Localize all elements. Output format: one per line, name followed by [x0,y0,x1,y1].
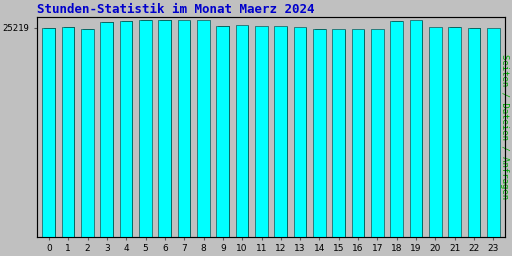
Bar [42,28,55,237]
Bar [47,29,54,237]
Bar [352,29,364,237]
Bar [293,27,306,237]
Bar [220,27,228,237]
Bar [44,28,55,237]
Bar [218,26,228,237]
Bar [390,21,403,237]
Bar [104,23,112,237]
Bar [295,28,306,237]
Bar [255,26,268,237]
Bar [313,29,326,237]
Bar [332,29,345,237]
Bar [158,20,171,237]
Bar [274,26,287,237]
Bar [297,28,305,237]
Bar [121,21,132,237]
Bar [216,26,229,237]
Bar [414,21,421,237]
Y-axis label: Seiten / Dateien / Anfragen: Seiten / Dateien / Anfragen [500,54,509,199]
Bar [433,28,440,237]
Bar [452,28,460,237]
Bar [356,30,363,237]
Bar [336,30,344,237]
Bar [450,27,460,237]
Bar [85,29,93,237]
Bar [394,22,402,237]
Bar [317,29,325,237]
Bar [487,28,500,237]
Bar [238,26,248,237]
Bar [197,20,209,237]
Bar [467,28,480,237]
Bar [334,30,345,237]
Bar [180,21,190,237]
Bar [141,20,151,237]
Bar [412,21,422,237]
Bar [276,27,287,237]
Bar [410,20,422,237]
Bar [63,27,74,237]
Bar [371,29,383,237]
Bar [66,28,73,237]
Bar [182,21,189,237]
Text: Stunden-Statistik im Monat Maerz 2024: Stunden-Statistik im Monat Maerz 2024 [37,3,315,16]
Bar [470,28,480,237]
Bar [102,23,113,237]
Bar [139,20,152,237]
Bar [160,20,170,237]
Bar [353,29,364,237]
Bar [392,21,402,237]
Bar [61,27,74,237]
Bar [143,21,151,237]
Bar [259,27,267,237]
Bar [236,25,248,237]
Bar [429,27,441,237]
Bar [491,29,499,237]
Bar [201,21,208,237]
Bar [431,28,441,237]
Bar [124,22,131,237]
Bar [489,29,499,237]
Bar [199,21,209,237]
Bar [100,22,113,237]
Bar [373,29,383,237]
Bar [279,27,286,237]
Bar [83,29,93,237]
Bar [81,29,94,237]
Bar [375,30,382,237]
Bar [120,21,132,237]
Bar [315,29,325,237]
Bar [162,21,170,237]
Bar [240,26,247,237]
Bar [178,20,190,237]
Bar [472,29,479,237]
Bar [448,27,461,237]
Bar [257,27,267,237]
